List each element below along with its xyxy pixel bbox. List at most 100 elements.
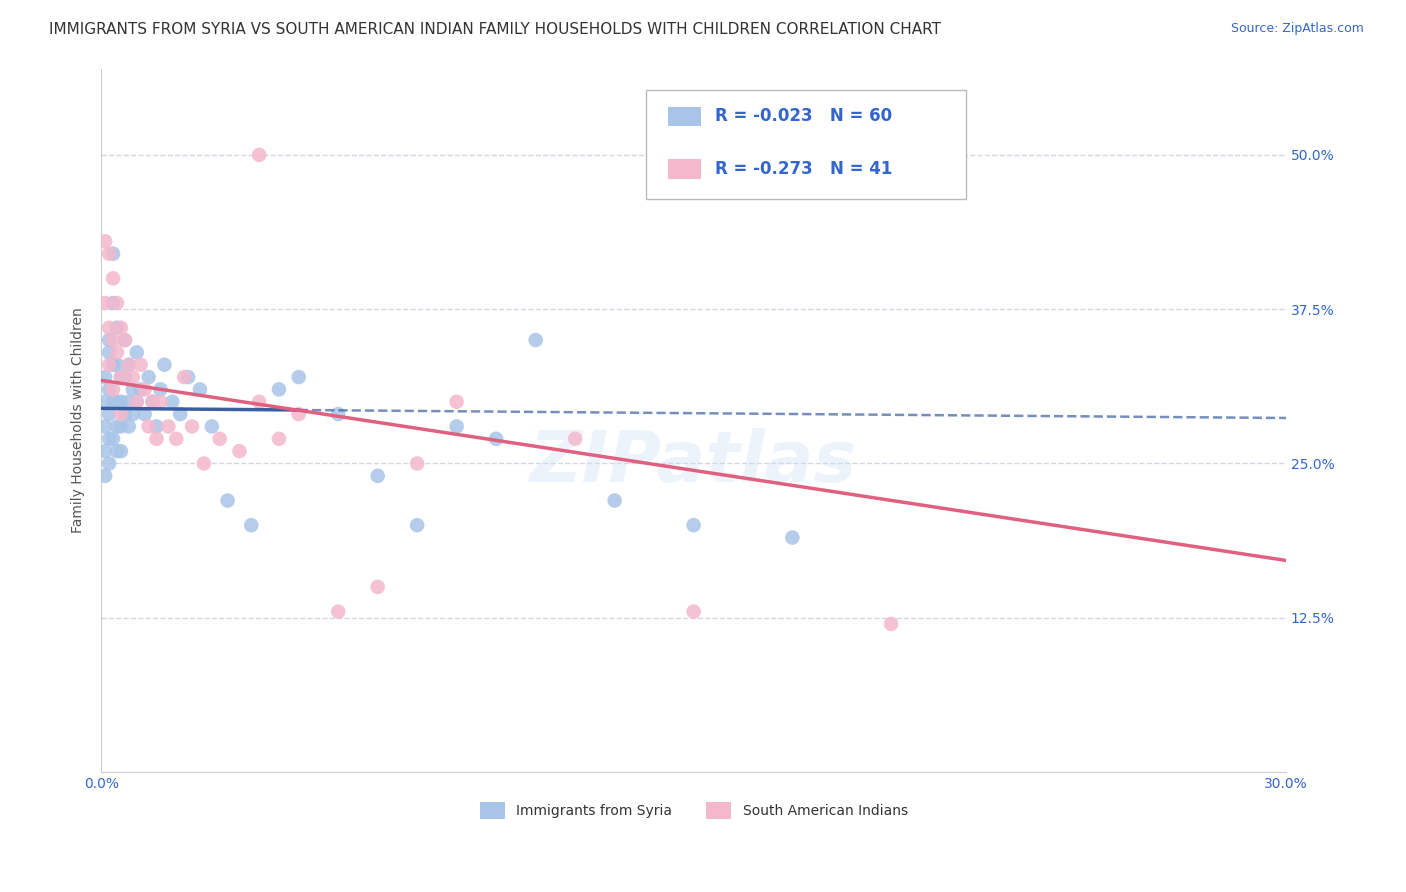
Point (110, 394, 132, 409)
Point (138, 419, 160, 434)
Point (94, 296, 117, 310)
Point (98, 246, 121, 260)
Bar (668, 160, 700, 179)
Point (193, 457, 215, 471)
Point (201, 419, 224, 434)
Point (524, 333, 547, 347)
Point (98, 457, 121, 471)
Point (165, 432, 187, 446)
Point (98, 345, 121, 359)
Point (153, 358, 176, 372)
Point (114, 370, 136, 384)
Point (682, 605, 704, 619)
Point (114, 333, 136, 347)
Point (228, 444, 250, 458)
Point (105, 394, 128, 409)
Point (142, 394, 165, 409)
Point (328, 407, 350, 421)
Point (101, 333, 124, 347)
Point (105, 320, 128, 334)
Point (110, 419, 132, 434)
Point (125, 394, 148, 409)
Point (101, 296, 124, 310)
Text: R = -0.023   N = 60: R = -0.023 N = 60 (714, 107, 891, 126)
Point (129, 358, 152, 372)
Point (129, 383, 152, 397)
Point (208, 432, 231, 446)
Point (110, 320, 132, 334)
Bar (668, 106, 700, 126)
Point (287, 407, 309, 421)
Point (367, 468, 389, 483)
Point (118, 358, 141, 372)
Y-axis label: Family Households with Children: Family Households with Children (72, 308, 86, 533)
Point (121, 370, 143, 384)
Point (105, 345, 128, 359)
Point (114, 333, 136, 347)
Point (142, 394, 165, 409)
Point (782, 531, 804, 545)
Point (162, 394, 184, 409)
Legend: Immigrants from Syria, South American Indians: Immigrants from Syria, South American In… (474, 797, 914, 825)
Point (564, 432, 586, 446)
Point (101, 432, 124, 446)
Point (94, 370, 117, 384)
Point (98, 432, 121, 446)
Point (98, 358, 121, 372)
Point (682, 518, 704, 533)
Point (98, 407, 121, 421)
Point (94, 468, 117, 483)
Point (157, 419, 180, 434)
Text: R = -0.273   N = 41: R = -0.273 N = 41 (714, 161, 893, 178)
Point (406, 518, 429, 533)
Point (169, 407, 191, 421)
Point (94, 394, 117, 409)
Point (121, 407, 143, 421)
Point (118, 394, 141, 409)
Point (98, 383, 121, 397)
Point (173, 370, 195, 384)
Point (267, 383, 290, 397)
Point (101, 394, 124, 409)
Point (105, 358, 128, 372)
Point (101, 271, 124, 285)
Point (110, 370, 132, 384)
Point (247, 148, 270, 162)
Point (134, 383, 156, 397)
Point (121, 383, 143, 397)
Point (94, 444, 117, 458)
Point (149, 383, 172, 397)
Point (105, 444, 128, 458)
Point (328, 605, 350, 619)
Point (110, 444, 132, 458)
Point (94, 235, 117, 249)
Point (118, 419, 141, 434)
Point (240, 518, 263, 533)
Point (101, 358, 124, 372)
Point (446, 419, 468, 434)
Text: Source: ZipAtlas.com: Source: ZipAtlas.com (1230, 22, 1364, 36)
FancyBboxPatch shape (647, 89, 966, 199)
Point (101, 383, 124, 397)
Point (267, 432, 290, 446)
Point (181, 419, 204, 434)
Point (880, 616, 903, 631)
Point (105, 296, 128, 310)
Point (125, 345, 148, 359)
Point (114, 407, 136, 421)
Point (603, 493, 626, 508)
Point (177, 370, 200, 384)
Point (105, 419, 128, 434)
Point (367, 580, 389, 594)
Text: ZIPatlas: ZIPatlas (530, 428, 858, 497)
Point (485, 432, 508, 446)
Point (134, 407, 156, 421)
Point (138, 370, 160, 384)
Point (118, 358, 141, 372)
Point (145, 419, 167, 434)
Point (110, 407, 132, 421)
Point (98, 320, 121, 334)
Point (247, 394, 270, 409)
Point (188, 383, 211, 397)
Point (98, 333, 121, 347)
